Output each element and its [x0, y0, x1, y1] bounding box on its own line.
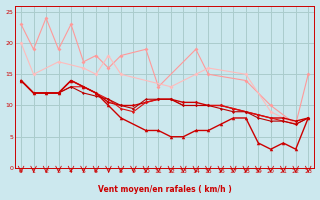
X-axis label: Vent moyen/en rafales ( km/h ): Vent moyen/en rafales ( km/h ) — [98, 185, 231, 194]
